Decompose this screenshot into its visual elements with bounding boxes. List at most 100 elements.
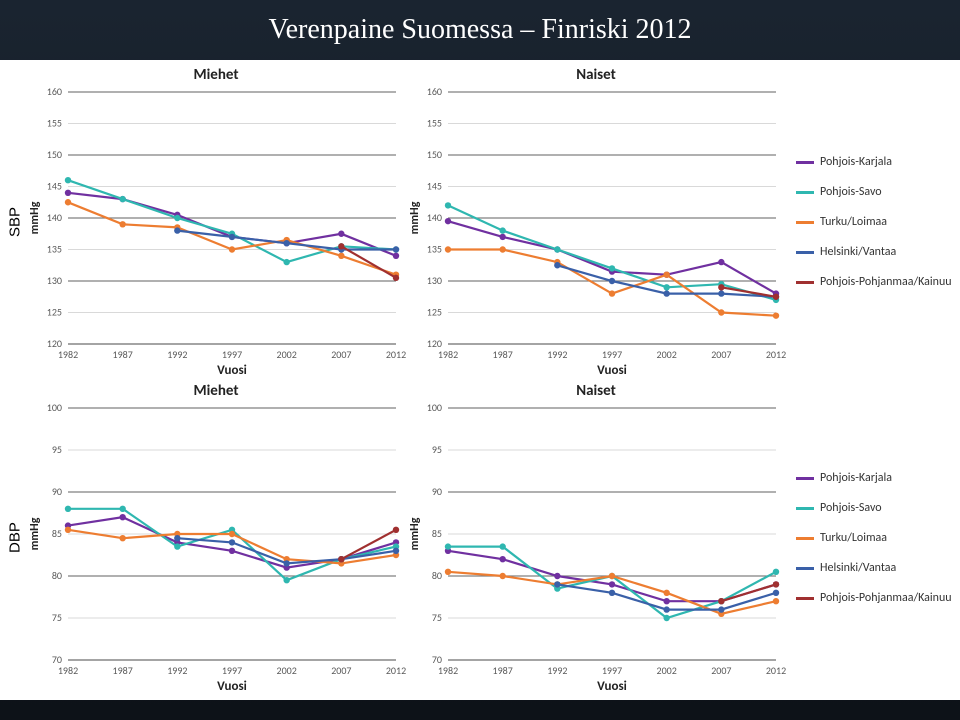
svg-text:155: 155	[47, 117, 62, 130]
svg-text:125: 125	[427, 306, 442, 319]
svg-text:mmHg: mmHg	[28, 201, 42, 234]
series-line	[448, 205, 776, 300]
svg-text:mmHg: mmHg	[28, 517, 42, 550]
svg-text:1982: 1982	[438, 664, 458, 677]
series-marker	[174, 227, 180, 233]
svg-text:140: 140	[427, 211, 442, 224]
series-marker	[499, 556, 505, 562]
series-marker	[554, 246, 560, 252]
legend-label: Pohjois-Savo	[820, 185, 882, 199]
svg-text:130: 130	[427, 274, 442, 287]
legend-item: Helsinki/Vantaa	[796, 561, 956, 575]
chart-svg: 7075808590951001982198719921997200220072…	[26, 402, 406, 696]
series-marker	[445, 569, 451, 575]
legend-label: Pohjois-Savo	[820, 501, 882, 515]
svg-text:mmHg: mmHg	[408, 201, 422, 234]
series-marker	[393, 246, 399, 252]
series-marker	[338, 243, 344, 249]
series-marker	[229, 548, 235, 554]
svg-text:150: 150	[427, 148, 442, 161]
legend-label: Pohjois-Pohjanmaa/Kainuu	[820, 591, 952, 605]
legend-item: Pohjois-Savo	[796, 501, 956, 515]
series-marker	[174, 543, 180, 549]
panel-title: Naiset	[406, 380, 786, 402]
series-marker	[283, 560, 289, 566]
svg-text:2002: 2002	[657, 664, 677, 677]
svg-text:2007: 2007	[331, 348, 351, 361]
series-marker	[554, 581, 560, 587]
series-marker	[718, 284, 724, 290]
svg-text:2002: 2002	[277, 348, 297, 361]
series-marker	[283, 259, 289, 265]
svg-text:1987: 1987	[493, 348, 513, 361]
svg-text:1992: 1992	[547, 348, 567, 361]
series-marker	[229, 539, 235, 545]
svg-text:2007: 2007	[711, 348, 731, 361]
panel-dbp-miehet: Miehet 707580859095100198219871992199720…	[26, 380, 406, 696]
svg-text:mmHg: mmHg	[408, 517, 422, 550]
svg-text:Vuosi: Vuosi	[597, 679, 627, 694]
svg-text:1997: 1997	[602, 664, 622, 677]
series-marker	[229, 531, 235, 537]
legend-item: Pohjois-Karjala	[796, 155, 956, 169]
legend-swatch	[796, 507, 814, 510]
series-marker	[283, 577, 289, 583]
legend-swatch	[796, 537, 814, 540]
series-marker	[393, 548, 399, 554]
svg-text:2002: 2002	[277, 664, 297, 677]
series-marker	[663, 272, 669, 278]
series-marker	[65, 527, 71, 533]
svg-text:85: 85	[52, 527, 62, 540]
legend-item: Pohjois-Pohjanmaa/Kainuu	[796, 591, 956, 605]
legend-swatch	[796, 477, 814, 480]
svg-text:100: 100	[47, 402, 62, 414]
series-marker	[119, 514, 125, 520]
series-marker	[65, 190, 71, 196]
svg-text:2012: 2012	[766, 348, 786, 361]
legend-swatch	[796, 221, 814, 224]
series-marker	[119, 535, 125, 541]
series-marker	[663, 606, 669, 612]
svg-text:140: 140	[47, 211, 62, 224]
svg-text:160: 160	[47, 86, 62, 98]
series-marker	[554, 573, 560, 579]
series-marker	[609, 573, 615, 579]
panel-title: Naiset	[406, 64, 786, 86]
series-line	[341, 246, 396, 277]
svg-text:1987: 1987	[493, 664, 513, 677]
svg-text:155: 155	[427, 117, 442, 130]
series-marker	[445, 246, 451, 252]
svg-text:75: 75	[52, 611, 62, 624]
legend-swatch	[796, 281, 814, 284]
legend-label: Turku/Loimaa	[820, 531, 887, 545]
svg-text:125: 125	[47, 306, 62, 319]
series-marker	[718, 259, 724, 265]
series-marker	[338, 231, 344, 237]
svg-text:95: 95	[52, 443, 62, 456]
series-marker	[609, 590, 615, 596]
svg-text:1987: 1987	[113, 664, 133, 677]
chart-svg: 7075808590951001982198719921997200220072…	[406, 402, 786, 696]
series-marker	[663, 615, 669, 621]
series-marker	[338, 556, 344, 562]
series-marker	[663, 598, 669, 604]
series-marker	[718, 598, 724, 604]
row-label-sbp: SBP	[4, 64, 26, 380]
page-title: Verenpaine Suomessa – Finriski 2012	[0, 0, 960, 56]
series-marker	[773, 294, 779, 300]
series-marker	[499, 573, 505, 579]
legend-swatch	[796, 597, 814, 600]
panel-title: Miehet	[26, 64, 406, 86]
series-marker	[663, 290, 669, 296]
series-marker	[773, 581, 779, 587]
svg-text:100: 100	[427, 402, 442, 414]
svg-text:130: 130	[47, 274, 62, 287]
panel-dbp-naiset: Naiset 707580859095100198219871992199720…	[406, 380, 786, 696]
series-marker	[174, 215, 180, 221]
series-marker	[499, 246, 505, 252]
panel-sbp-miehet: Miehet 120125130135140145150155160198219…	[26, 64, 406, 380]
svg-text:1997: 1997	[222, 664, 242, 677]
svg-text:160: 160	[427, 86, 442, 98]
series-marker	[119, 506, 125, 512]
series-marker	[283, 240, 289, 246]
